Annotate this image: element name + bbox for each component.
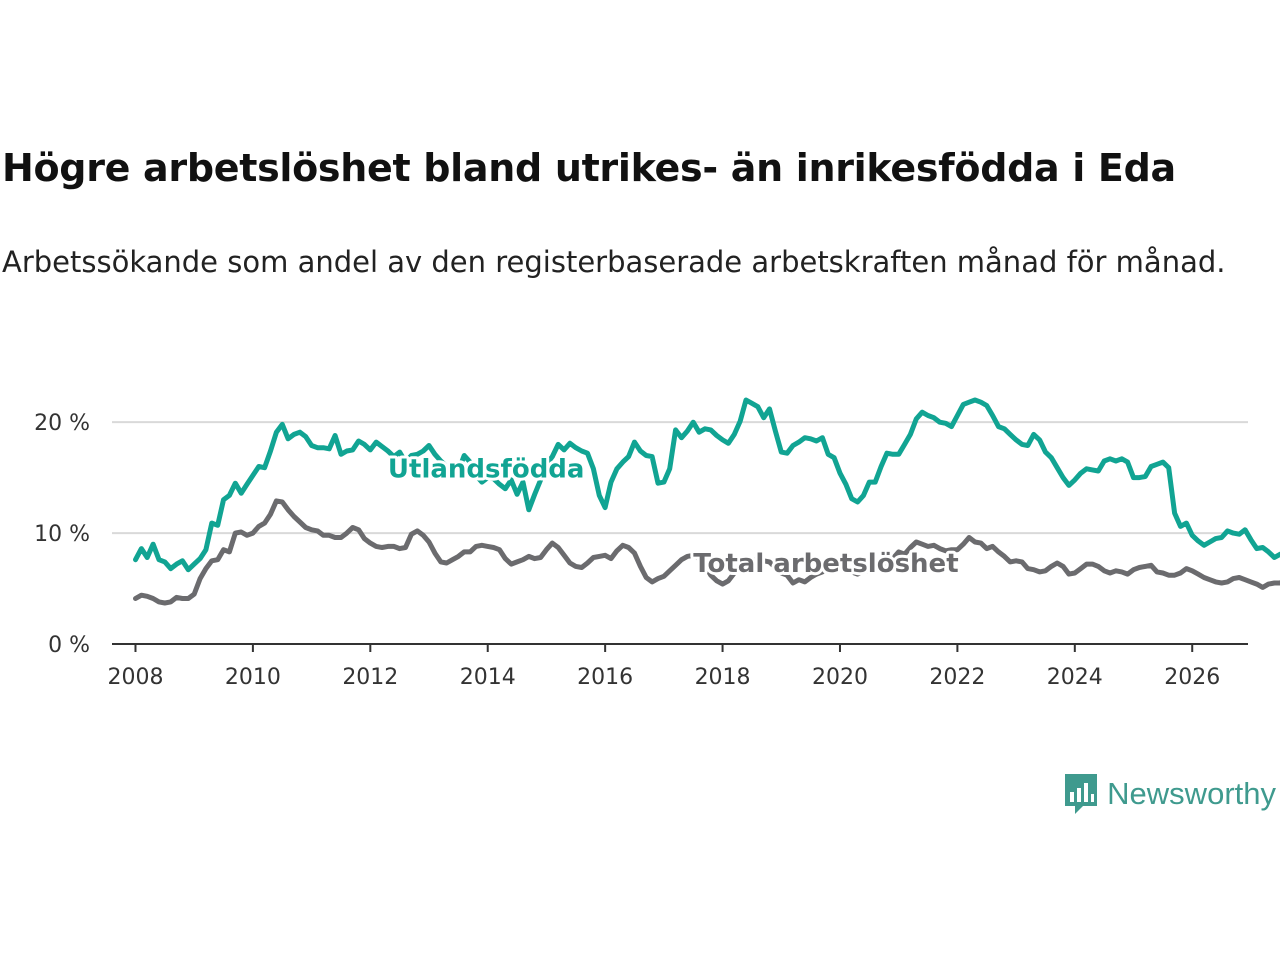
x-tick-label: 2024 <box>1047 665 1103 690</box>
series-line-utlandsf-dda <box>133 397 1280 573</box>
x-tick-label: 2012 <box>342 665 398 690</box>
x-tick-label: 2026 <box>1164 665 1220 690</box>
x-tick-label: 2014 <box>460 665 516 690</box>
newsworthy-logo: Newsworthy <box>1063 772 1276 816</box>
series-label-utlandsfodda: Utlandsfödda <box>388 455 585 485</box>
y-tick-label: 0 % <box>48 633 90 658</box>
series-label-total: Total arbetslöshet <box>693 549 958 579</box>
brand-name: Newsworthy <box>1107 776 1276 811</box>
series-line-total-arbetsl-shet <box>133 498 1280 606</box>
chart-subtitle: Arbetssökande som andel av den registerb… <box>2 245 1226 279</box>
axes: 0 % 10 % 20 % 2008 2010 2012 2014 2016 2018 2020 2… <box>34 411 1248 690</box>
gridlines <box>112 421 1248 535</box>
x-tick-label: 2018 <box>695 665 751 690</box>
y-tick-label: 20 % <box>34 411 90 436</box>
line-chart: 0 % 10 % 20 % 2008 2010 2012 2014 2016 2018 2020 2… <box>34 397 1280 690</box>
x-tick-label: 2010 <box>225 665 281 690</box>
chart-title: Högre arbetslöshet bland utrikes- än inr… <box>2 146 1176 190</box>
bar-chart-speech-bubble-icon <box>1065 774 1098 814</box>
x-tick-label: 2016 <box>577 665 633 690</box>
x-tick-label: 2008 <box>107 665 163 690</box>
y-tick-label: 10 % <box>34 522 90 547</box>
series-lines <box>133 397 1280 606</box>
x-tick-label: 2020 <box>812 665 868 690</box>
x-tick-label: 2022 <box>929 665 985 690</box>
